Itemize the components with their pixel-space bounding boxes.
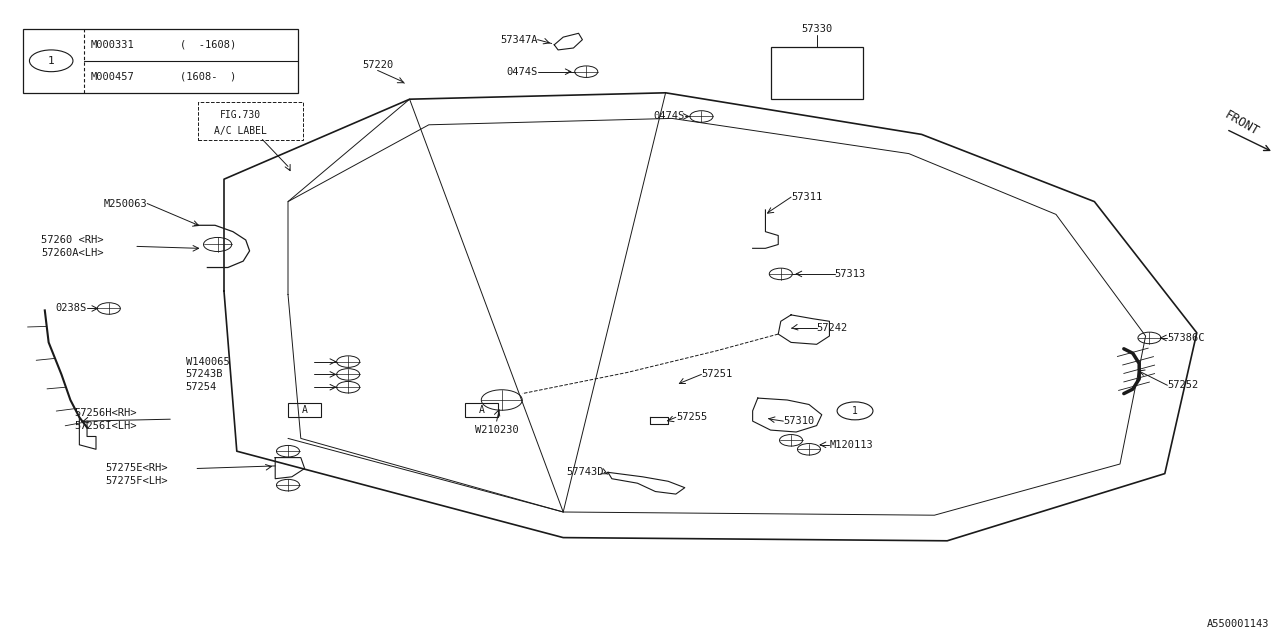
Text: W210230: W210230 <box>475 425 518 435</box>
Text: A/C LABEL: A/C LABEL <box>214 126 268 136</box>
Text: 57255: 57255 <box>676 412 707 422</box>
Text: FIG.730: FIG.730 <box>220 110 261 120</box>
Bar <box>771 47 863 99</box>
Text: M250063: M250063 <box>104 198 147 209</box>
Text: 57256H<RH>: 57256H<RH> <box>74 408 137 418</box>
Text: 57254: 57254 <box>186 382 216 392</box>
Text: 1: 1 <box>47 56 55 66</box>
Text: 0238S: 0238S <box>56 303 87 314</box>
Text: 0474S: 0474S <box>507 67 538 77</box>
Text: A: A <box>479 405 484 415</box>
Text: 57242: 57242 <box>817 323 847 333</box>
Text: 57275F<LH>: 57275F<LH> <box>105 476 168 486</box>
Text: A: A <box>302 405 307 415</box>
Text: 57275E<RH>: 57275E<RH> <box>105 463 168 474</box>
Text: 57243B: 57243B <box>186 369 223 380</box>
Text: 57311: 57311 <box>791 192 822 202</box>
Text: 0474S: 0474S <box>654 111 685 122</box>
Text: 1: 1 <box>852 406 858 416</box>
Text: M000457: M000457 <box>91 72 134 82</box>
Text: 57220: 57220 <box>362 60 393 70</box>
Text: (1608-  ): (1608- ) <box>180 72 237 82</box>
Text: A550001143: A550001143 <box>1207 619 1270 629</box>
Text: 57252: 57252 <box>1167 380 1198 390</box>
Text: 57260A<LH>: 57260A<LH> <box>41 248 104 258</box>
Text: 57260 <RH>: 57260 <RH> <box>41 235 104 245</box>
Text: 57313: 57313 <box>835 269 865 279</box>
Text: W140065: W140065 <box>186 356 229 367</box>
Text: 57256I<LH>: 57256I<LH> <box>74 420 137 431</box>
Text: 57386C: 57386C <box>1167 333 1204 343</box>
Bar <box>198 102 303 140</box>
Text: 57347A: 57347A <box>500 35 538 45</box>
Bar <box>23 29 298 93</box>
Text: 57251: 57251 <box>701 369 732 380</box>
Bar <box>288 403 321 417</box>
Bar <box>465 403 498 417</box>
Text: FRONT: FRONT <box>1222 108 1261 138</box>
Text: M000331: M000331 <box>91 40 134 50</box>
Text: M120113: M120113 <box>829 440 873 450</box>
Text: 57330: 57330 <box>801 24 832 34</box>
Text: 57743D: 57743D <box>567 467 604 477</box>
Text: (  -1608): ( -1608) <box>180 40 237 50</box>
Text: 57310: 57310 <box>783 416 814 426</box>
